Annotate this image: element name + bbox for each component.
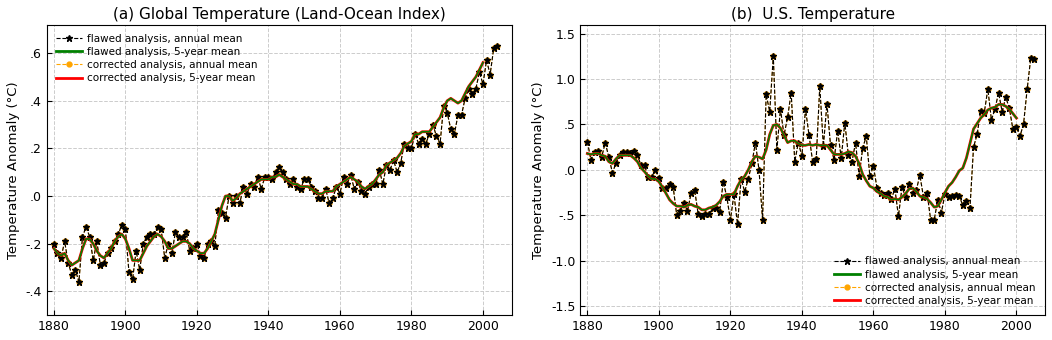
Title: (b)  U.S. Temperature: (b) U.S. Temperature bbox=[730, 7, 894, 22]
Y-axis label: Temperature Anomaly (°C): Temperature Anomaly (°C) bbox=[7, 81, 20, 259]
Legend: flawed analysis, annual mean, flawed analysis, 5-year mean, corrected analysis, : flawed analysis, annual mean, flawed ana… bbox=[52, 30, 262, 87]
Legend: flawed analysis, annual mean, flawed analysis, 5-year mean, corrected analysis, : flawed analysis, annual mean, flawed ana… bbox=[830, 252, 1039, 310]
Title: (a) Global Temperature (Land-Ocean Index): (a) Global Temperature (Land-Ocean Index… bbox=[113, 7, 446, 22]
Y-axis label: Temperature Anomaly (°C): Temperature Anomaly (°C) bbox=[532, 81, 545, 259]
